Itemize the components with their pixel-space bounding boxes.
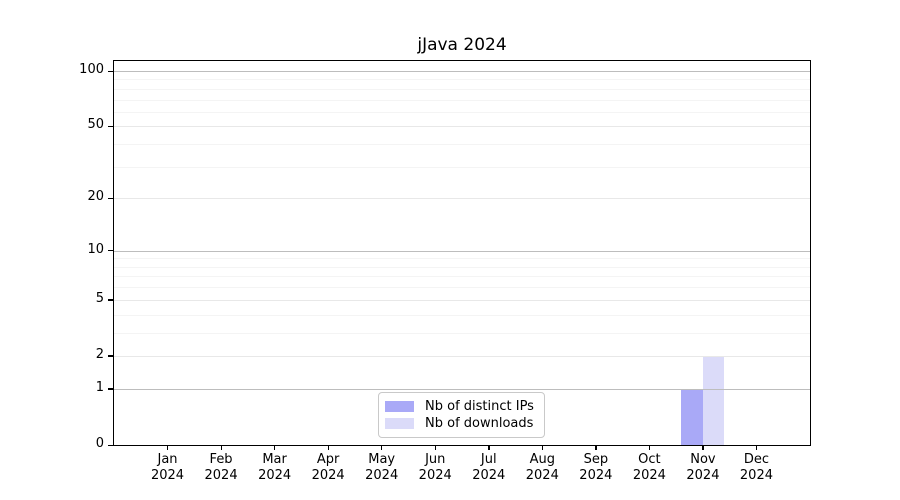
- y-tick: [108, 444, 113, 446]
- bar-nb-of-distinct-ips: [681, 388, 703, 445]
- gridline: [114, 126, 810, 128]
- x-tick-label: Jul 2024: [472, 452, 506, 483]
- gridline: [114, 71, 810, 72]
- y-tick-label: 0: [95, 436, 104, 451]
- gridline: [114, 144, 810, 146]
- y-tick: [108, 197, 113, 200]
- gridline: [114, 332, 810, 334]
- gridline: [114, 166, 810, 168]
- x-tick-label: Jan 2024: [150, 452, 185, 483]
- x-tick: [488, 445, 490, 450]
- y-tick: [108, 70, 113, 72]
- x-tick: [167, 445, 169, 450]
- x-tick: [541, 445, 544, 450]
- x-tick-label: Mar 2024: [258, 452, 292, 483]
- x-tick-label: Jun 2024: [418, 452, 452, 483]
- x-tick: [220, 445, 222, 450]
- y-tick: [108, 125, 113, 128]
- legend: Nb of distinct IPs Nb of downloads: [378, 392, 545, 438]
- gridline: [114, 276, 810, 278]
- x-tick-label: Aug 2024: [525, 452, 559, 483]
- y-tick: [108, 299, 113, 301]
- gridline: [114, 79, 810, 81]
- y-tick: [108, 250, 113, 252]
- x-tick-label: Nov 2024: [686, 452, 720, 483]
- x-tick: [327, 445, 329, 450]
- chart-title: jJava 2024: [417, 35, 507, 55]
- y-tick: [108, 388, 113, 390]
- x-tick-label: Apr 2024: [311, 452, 345, 483]
- legend-label-downloads: Nb of downloads: [425, 416, 534, 431]
- plot-area: Nb of distinct IPs Nb of downloads 0 1 2 5 1…: [79, 60, 811, 483]
- x-tick-label: Sep 2024: [579, 452, 613, 483]
- y-tick-label: 100: [79, 62, 104, 77]
- gridline: [114, 258, 810, 260]
- x-tick-label: Oct 2024: [632, 452, 666, 483]
- gridline: [114, 250, 810, 252]
- bar-nb-of-downloads: [702, 355, 725, 445]
- gridline: [114, 355, 810, 357]
- y-tick-label: 1: [95, 379, 104, 395]
- gridline: [114, 99, 810, 101]
- x-tick-label: Feb 2024: [204, 452, 238, 483]
- gridline: [114, 198, 810, 200]
- gridline: [114, 88, 810, 90]
- y-tick-label: 5: [95, 290, 104, 306]
- x-tick: [648, 445, 651, 450]
- x-tick: [381, 445, 383, 450]
- y-tick-label: 2: [95, 346, 104, 362]
- legend-swatch-distinct-ips: [385, 401, 414, 412]
- gridline: [114, 287, 810, 289]
- gridline: [114, 299, 810, 301]
- x-tick: [755, 445, 758, 450]
- legend-label-distinct-ips: Nb of distinct IPs: [425, 399, 534, 414]
- legend-item-distinct-ips: Nb of distinct IPs: [385, 399, 536, 414]
- x-tick-label: May 2024: [365, 452, 399, 483]
- x-tick: [595, 445, 597, 450]
- legend-item-downloads: Nb of downloads: [385, 416, 536, 431]
- y-tick-label: 10: [87, 241, 104, 257]
- legend-swatch-downloads: [385, 418, 414, 429]
- gridline: [114, 266, 810, 268]
- gridline: [114, 388, 810, 390]
- gridline: [114, 314, 810, 316]
- y-tick: [108, 355, 113, 357]
- x-tick-label: Dec 2024: [739, 452, 773, 483]
- x-tick: [274, 445, 276, 450]
- gridline: [114, 111, 810, 113]
- y-tick-label: 20: [87, 189, 104, 205]
- x-tick: [702, 445, 704, 450]
- x-tick: [434, 445, 437, 450]
- y-tick-label: 50: [87, 117, 104, 133]
